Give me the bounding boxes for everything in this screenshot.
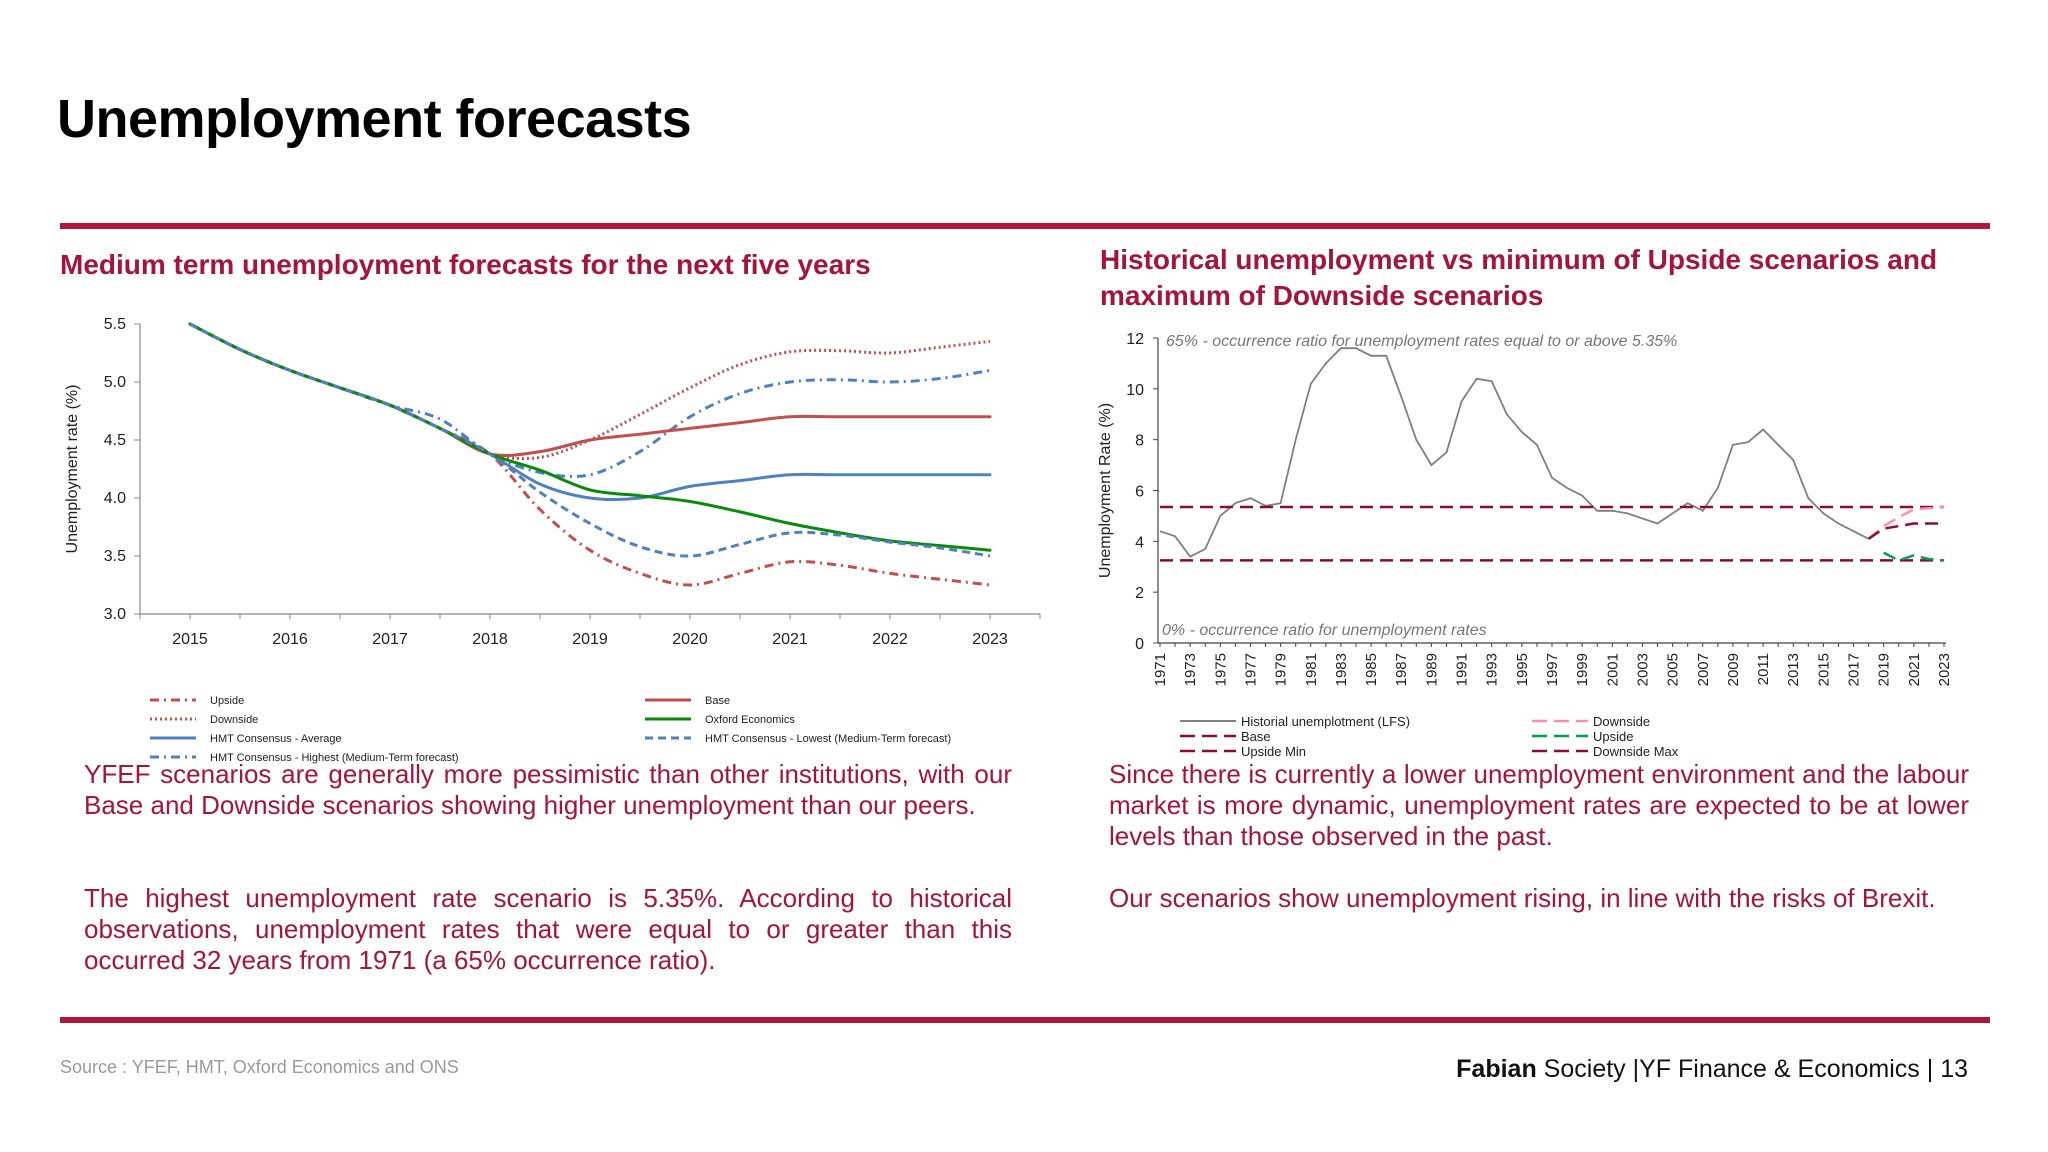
bottom-divider bbox=[60, 1017, 1990, 1023]
x-tick-label: 1985 bbox=[1363, 653, 1380, 686]
x-tick-label: 2017 bbox=[1846, 653, 1863, 686]
legend-label-upside-min: Upside Min bbox=[1241, 744, 1306, 759]
x-tick-label: 1989 bbox=[1423, 653, 1440, 686]
x-tick-label: 1983 bbox=[1333, 653, 1350, 686]
forecast-chart: 3.0 3.5 4.0 4.5 5.0 5.5 2015 2016 2017 2018 2019 20… bbox=[64, 316, 1041, 764]
y-tick-label: 10 bbox=[1126, 382, 1144, 399]
legend-label-downside-max: Downside Max bbox=[1593, 744, 1679, 759]
legend-label-upside: Upside bbox=[210, 695, 244, 707]
x-tick-label: 2013 bbox=[1785, 653, 1802, 686]
series-upside bbox=[1883, 551, 1945, 562]
x-tick-label: 1987 bbox=[1393, 653, 1410, 686]
x-tick-label: 1973 bbox=[1182, 653, 1199, 686]
left-paragraph-1: YFEF scenarios are generally more pessim… bbox=[84, 759, 1012, 820]
top-divider bbox=[60, 223, 1990, 229]
series-downside bbox=[1867, 505, 1945, 540]
series-historial-unemplotment-lfs bbox=[1159, 347, 1870, 558]
x-tick-label: 1997 bbox=[1544, 653, 1561, 686]
footer-separator-2: | bbox=[1919, 1055, 1941, 1083]
x-tick-label: 1995 bbox=[1514, 653, 1531, 686]
x-tick-label: 2021 bbox=[772, 631, 808, 648]
x-tick-label: 1981 bbox=[1303, 653, 1320, 686]
x-tick-label: 2009 bbox=[1725, 653, 1742, 686]
x-tick-label: 2001 bbox=[1604, 653, 1621, 686]
page-number: 13 bbox=[1940, 1055, 1968, 1083]
x-tick-label: 2007 bbox=[1695, 653, 1712, 686]
x-tick-label: 2021 bbox=[1906, 653, 1923, 686]
y-axis-title: Unemployment rate (%) bbox=[64, 385, 81, 554]
legend-label-oxford-economics: Oxford Economics bbox=[705, 714, 795, 726]
x-tick-label: 1975 bbox=[1212, 653, 1229, 686]
y-tick-label: 5.5 bbox=[104, 316, 126, 333]
right-paragraph-2: Our scenarios show unemployment rising, … bbox=[1109, 883, 1936, 913]
series-downside-max bbox=[1867, 522, 1944, 540]
x-tick-label: 2023 bbox=[972, 631, 1008, 648]
historical-chart: 0 2 4 6 8 10 12 1971 1973 1975 1977 1979 1981 1983 198… bbox=[1097, 331, 1953, 759]
page-title: Unemployment forecasts bbox=[57, 89, 692, 149]
y-tick-label: 4.5 bbox=[104, 432, 126, 449]
y-axis-title: Unemployment Rate (%) bbox=[1097, 403, 1114, 578]
x-tick-label: 2015 bbox=[172, 631, 208, 648]
y-tick-label: 6 bbox=[1135, 484, 1144, 501]
footer-brand-rest: Society bbox=[1536, 1055, 1626, 1083]
source-note: Source : YFEF, HMT, Oxford Economics and… bbox=[60, 1057, 459, 1077]
x-tick-label: 2017 bbox=[372, 631, 408, 648]
x-tick-label: 1991 bbox=[1454, 653, 1471, 686]
x-tick-label: 2003 bbox=[1634, 653, 1651, 686]
x-tick-label: 2018 bbox=[472, 631, 508, 648]
y-tick-label: 12 bbox=[1126, 331, 1144, 348]
footer-separator: | bbox=[1625, 1055, 1640, 1083]
y-tick-label: 4.0 bbox=[104, 490, 126, 507]
annotation-bottom: 0% - occurrence ratio for unemployment r… bbox=[1162, 622, 1487, 639]
legend-label-hmt-consensus-average: HMT Consensus - Average bbox=[210, 733, 342, 745]
x-tick-label: 2016 bbox=[272, 631, 308, 648]
legend-label-base: Base bbox=[1241, 729, 1271, 744]
x-tick-label: 1999 bbox=[1574, 653, 1591, 686]
x-tick-label: 1977 bbox=[1242, 653, 1259, 686]
x-tick-label: 2020 bbox=[672, 631, 708, 648]
y-tick-label: 3.0 bbox=[104, 606, 126, 623]
footer-org: YF Finance & Economics bbox=[1639, 1055, 1920, 1083]
x-tick-label: 1993 bbox=[1484, 653, 1501, 686]
series-hmt-consensus-lowest-medium-term-forecast bbox=[189, 322, 991, 558]
x-tick-label: 2023 bbox=[1936, 653, 1953, 686]
legend-label-historial-unemplotment-lfs: Historial unemplotment (LFS) bbox=[1241, 714, 1410, 729]
right-paragraph-1: Since there is currently a lower unemplo… bbox=[1109, 759, 1969, 851]
y-tick-label: 8 bbox=[1135, 433, 1144, 450]
y-tick-label: 0 bbox=[1135, 636, 1144, 653]
legend-label-downside: Downside bbox=[210, 714, 258, 726]
legend-label-base: Base bbox=[705, 695, 730, 707]
left-chart-heading: Medium term unemployment forecasts for t… bbox=[60, 249, 871, 280]
x-tick-label: 2015 bbox=[1815, 653, 1832, 686]
legend-label-downside: Downside bbox=[1593, 714, 1650, 729]
y-tick-label: 3.5 bbox=[104, 548, 126, 565]
y-tick-label: 2 bbox=[1135, 585, 1144, 602]
legend-label-hmt-consensus-lowest-medium-term-forecast: HMT Consensus - Lowest (Medium-Term fore… bbox=[705, 733, 951, 745]
annotation-top: 65% - occurrence ratio for unemployment … bbox=[1166, 333, 1677, 350]
y-tick-label: 4 bbox=[1135, 534, 1144, 551]
legend-label-hmt-consensus-highest-medium-term-forecast: HMT Consensus - Highest (Medium-Term for… bbox=[210, 752, 459, 764]
footer-brand-bold: Fabian bbox=[1456, 1055, 1537, 1083]
x-tick-label: 2005 bbox=[1665, 653, 1682, 686]
x-tick-label: 2019 bbox=[572, 631, 608, 648]
right-chart-heading: Historical unemployment vs minimum of Up… bbox=[1100, 244, 1938, 311]
footer: Fabian Society |YF Finance & Economics |… bbox=[1456, 1055, 1968, 1084]
y-tick-label: 5.0 bbox=[104, 374, 126, 391]
x-tick-label: 2011 bbox=[1755, 653, 1772, 685]
left-paragraph-2: The highest unemployment rate scenario i… bbox=[84, 883, 1012, 975]
legend-label-upside: Upside bbox=[1593, 729, 1633, 744]
x-tick-label: 1979 bbox=[1273, 653, 1290, 686]
x-tick-label: 2019 bbox=[1876, 653, 1893, 686]
x-tick-label: 2022 bbox=[872, 631, 908, 648]
x-tick-label: 1971 bbox=[1152, 653, 1169, 686]
